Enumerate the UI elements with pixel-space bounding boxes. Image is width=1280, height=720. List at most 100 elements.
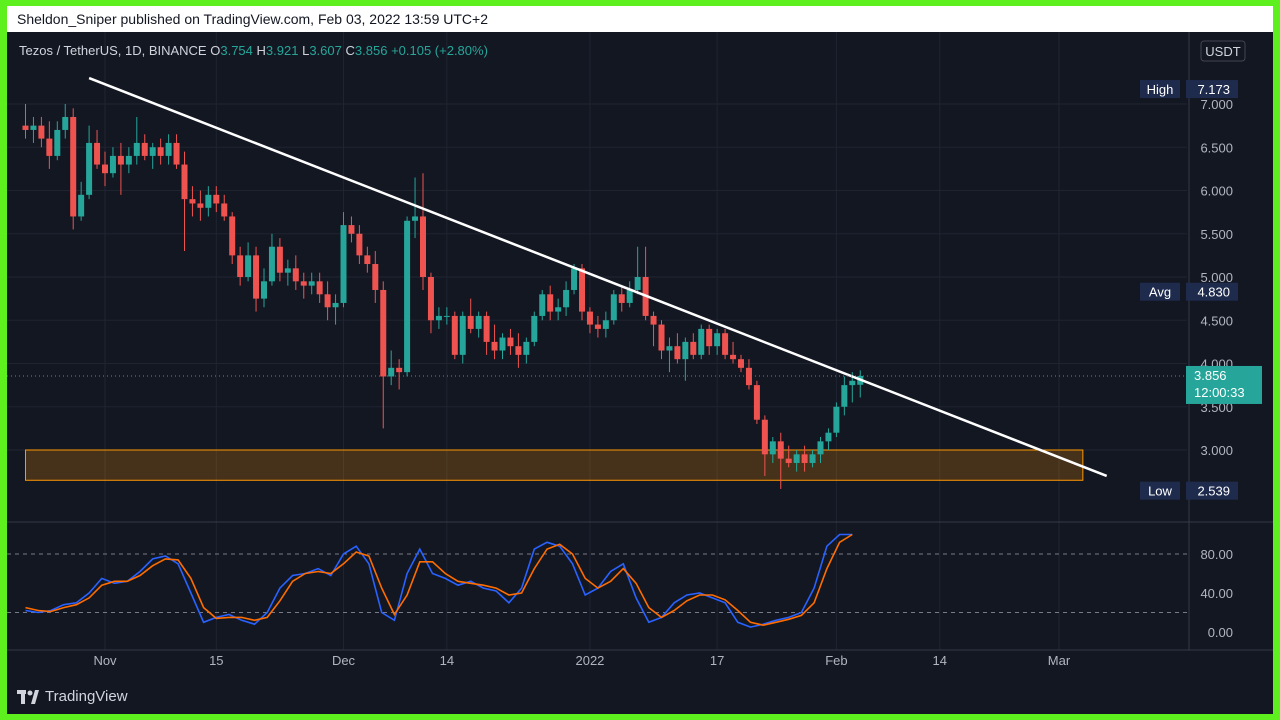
price-tick-label: 6.000 [1200,184,1233,199]
candle-body [753,385,760,420]
candle-body [22,125,29,130]
candle-body [149,147,156,156]
candle-body [292,268,299,282]
candle-body [571,268,578,290]
currency-badge-bg [1200,40,1246,62]
time-tick-label: Nov [93,653,117,668]
candle-body [117,155,124,165]
stoch-tick-label: 80.00 [1200,547,1233,562]
candle-body [332,302,339,308]
price-tick-label: 7.000 [1200,97,1233,112]
stoch-tick-label: 0.00 [1208,625,1233,640]
zone-layer [25,449,1084,481]
time-tick-label: 15 [209,653,223,668]
candle-body [443,315,450,317]
candle-body [849,380,856,386]
candle-body [388,367,395,377]
candle-body [109,155,116,174]
candle-body [372,264,379,290]
candle-body [507,337,514,347]
candle-body [658,324,665,351]
last-price-marker: 3.856 12:00:33 [1186,365,1262,404]
axes: 7.0006.5006.0005.5005.0004.5004.0003.500… [7,32,1273,668]
candle-body [300,281,307,286]
avg-marker: Avg 4.830 [1140,282,1238,301]
high-marker-value: 7.173 [1197,82,1230,97]
candle-body [213,194,220,204]
publish-bar: Sheldon_Sniper published on TradingView.… [7,6,1273,32]
candle-body [523,341,530,355]
candle-body [785,458,792,463]
candle-body [364,255,371,265]
candle-body [674,346,681,360]
candle-body [801,454,808,463]
candle-body [435,315,442,321]
candle-body [340,225,347,303]
candle-body [809,454,816,463]
avg-marker-value: 4.830 [1197,285,1230,300]
candle-body [165,142,172,156]
candle-body [451,315,458,355]
time-tick-label: 17 [710,653,724,668]
trendline[interactable] [88,76,1108,478]
publish-text: Sheldon_Sniper published on TradingView.… [17,11,489,27]
candle-body [54,129,61,156]
avg-marker-value-bg [1186,282,1238,301]
candle-body [539,294,546,316]
oscillator [7,533,1189,628]
legend: Tezos / TetherUS, 1D, BINANCE O3.754 H3.… [19,43,488,58]
high-marker-tag-label: High [1147,82,1174,97]
last-price-bg [1186,365,1262,404]
chart-frame: Sheldon_Sniper published on TradingView.… [7,6,1273,714]
stoch-k-line [25,533,853,628]
symbol-title[interactable]: Tezos / TetherUS, 1D, BINANCE [19,43,207,58]
candle-body [316,281,323,295]
low-marker-tag-bg [1140,481,1180,500]
tradingview-brand[interactable]: TradingView [17,688,128,705]
candle-body [618,294,625,303]
candle-body [404,220,411,373]
trend-layer[interactable] [88,76,1108,478]
candle-body [324,294,331,308]
candle-body [181,164,188,200]
candle-body [666,346,673,351]
high-value: 3.921 [265,43,299,58]
candle-body [459,315,466,355]
high-marker-value-bg [1186,80,1238,99]
candle-body [817,441,824,455]
candle-body [761,419,768,455]
candle-body [157,147,164,156]
time-tick-label: 14 [440,653,454,668]
avg-marker-tag-bg [1140,282,1180,301]
open-value: 3.754 [220,43,253,58]
candle-body [38,125,45,139]
candle-body [308,281,315,286]
candle-body [356,233,363,256]
support-zone [25,449,1084,481]
candle-body [602,320,609,329]
stoch-d-line [25,533,853,627]
candle-body [650,315,657,325]
candle-body [268,246,275,282]
candle-body [237,255,244,277]
currency-badge: USDT [1200,40,1246,62]
candle-body [46,138,53,156]
candle-body [221,203,228,217]
candle-body [682,341,689,360]
candle-body [777,441,784,459]
candle-body [690,341,697,355]
candle-body [412,216,419,221]
candle-body [396,367,403,373]
candle-body [276,246,283,273]
candles [22,104,864,489]
candle-body [698,328,705,355]
chart-svg[interactable]: 7.0006.5006.0005.5005.0004.5004.0003.500… [7,6,1273,714]
candle-body [491,341,498,351]
bar-countdown: 12:00:33 [1194,385,1245,400]
candle-body [825,432,832,442]
candle-body [841,385,848,407]
high-label: H [256,43,266,58]
candle-body [499,337,506,351]
candle-body [475,315,482,329]
close-label: C [345,43,355,58]
